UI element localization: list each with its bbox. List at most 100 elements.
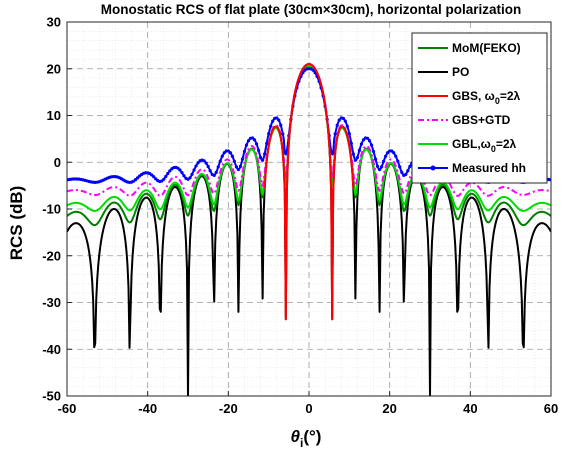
legend-marker [430, 165, 436, 171]
series-marker [365, 136, 370, 140]
series-marker [382, 159, 386, 164]
series-marker [357, 148, 362, 152]
series-marker [404, 172, 408, 177]
y-tick-label: -50 [42, 389, 61, 404]
x-axis-label-main: θ [291, 427, 301, 446]
series-marker [252, 138, 257, 142]
series-marker [380, 165, 384, 169]
legend-label-main: GBS, ω [452, 89, 495, 103]
y-tick-label: -10 [42, 202, 61, 217]
series-group [67, 63, 551, 396]
series-marker [351, 152, 355, 156]
x-tick-label: -20 [219, 401, 238, 416]
series-marker [311, 68, 315, 72]
x-tick-label: 20 [382, 401, 396, 416]
series-marker [361, 138, 366, 142]
series-marker [337, 118, 341, 122]
chart-title: Monostatic RCS of flat plate (30cm×30cm)… [101, 2, 521, 17]
series-marker [244, 143, 249, 147]
series-marker [242, 149, 247, 154]
legend-label-tail: =2λ [500, 89, 521, 103]
legend-label-tail: =2λ [496, 137, 517, 151]
series-marker [152, 175, 156, 179]
x-tick-label: -40 [138, 401, 157, 416]
series-marker [400, 170, 404, 174]
series-marker [162, 177, 166, 181]
y-tick-label: -30 [42, 295, 61, 310]
series-marker [281, 132, 285, 136]
series-marker [367, 139, 372, 143]
legend-label-main: GBL,ω [452, 137, 491, 151]
series-marker [230, 154, 234, 158]
series-marker [353, 158, 357, 162]
series-marker [220, 154, 224, 158]
legend-label-3: GBS+GTD [452, 113, 511, 127]
legend-label-4: GBL,ω0=2λ [452, 137, 517, 154]
series-marker [250, 136, 255, 140]
series-marker [275, 116, 279, 120]
y-axis-label: RCS (dB) [7, 186, 26, 261]
y-tick-label: 20 [47, 61, 61, 76]
series-marker [345, 124, 349, 128]
series-marker [196, 161, 200, 165]
series-line-2 [263, 63, 355, 321]
series-marker [265, 141, 269, 146]
y-tick-label: 30 [47, 15, 61, 30]
series-marker [394, 154, 398, 158]
x-tick-label: 0 [305, 401, 312, 416]
y-tick-label: -40 [42, 342, 61, 357]
series-marker [188, 176, 192, 180]
x-tick-label: 40 [463, 401, 477, 416]
series-marker [333, 132, 337, 136]
legend-label-2: GBS, ω0=2λ [452, 89, 521, 106]
series-marker [341, 116, 345, 120]
ticks: -60 -40 -20 0 20 40 60 -50 -40 -30 -20 -10 0 10 20 30 [42, 15, 558, 417]
legend-box [411, 32, 548, 184]
legend-label-sub: 0 [491, 144, 496, 154]
series-marker [271, 119, 275, 123]
series-marker [355, 155, 359, 160]
series-line-4 [67, 65, 551, 212]
series-marker [279, 123, 283, 127]
series-marker [256, 148, 261, 152]
series-marker [263, 152, 267, 156]
series-marker [194, 164, 198, 168]
series-marker [228, 151, 232, 155]
series-marker [246, 139, 251, 143]
series-marker [335, 123, 339, 127]
series-marker [349, 141, 353, 146]
series-marker [218, 159, 222, 163]
series-marker [214, 170, 218, 174]
series-marker [269, 124, 273, 128]
series-marker [371, 149, 376, 154]
series-marker [267, 132, 271, 136]
x-tick-label: -60 [58, 401, 77, 416]
series-marker [377, 167, 382, 172]
legend-label-sub: 0 [495, 96, 500, 106]
series-marker [232, 159, 236, 164]
series-marker [369, 143, 374, 147]
series-marker [261, 158, 265, 162]
series-marker [392, 151, 396, 155]
series-marker [359, 142, 364, 146]
series-marker [277, 118, 281, 122]
series-marker [168, 169, 172, 173]
series-marker [375, 164, 380, 168]
series-marker [216, 165, 220, 169]
x-tick-label: 60 [544, 401, 558, 416]
legend-label-1: PO [452, 65, 469, 79]
series-marker [166, 171, 170, 176]
series-marker [206, 164, 210, 169]
series-marker [240, 157, 245, 161]
series-marker [254, 142, 259, 146]
series-marker [236, 167, 241, 172]
series-marker [396, 159, 400, 163]
y-tick-label: -20 [42, 248, 61, 263]
series-marker [259, 155, 263, 160]
series-marker [202, 159, 206, 163]
y-tick-label: 0 [54, 155, 61, 170]
series-marker [150, 173, 154, 177]
series-marker [331, 151, 335, 155]
